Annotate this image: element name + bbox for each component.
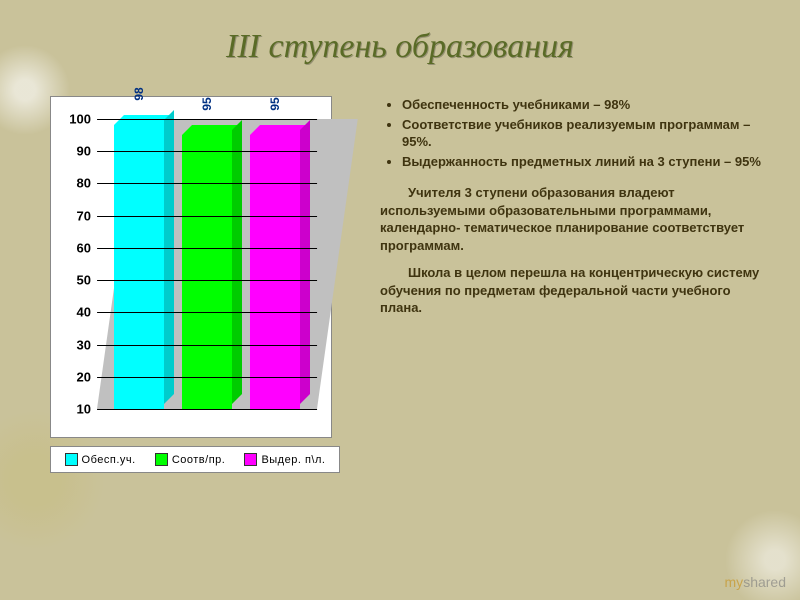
legend-label: Соотв/пр.	[172, 454, 226, 466]
legend-label: Выдер. п\л.	[261, 454, 325, 466]
chart-bar: 95	[250, 135, 300, 409]
legend-swatch	[65, 453, 78, 466]
watermark-right: shared	[743, 574, 786, 590]
chart-ylabel: 100	[59, 112, 91, 127]
chart-ylabel: 10	[59, 402, 91, 417]
chart-column: 989595 102030405060708090100 Обесп.уч.Со…	[50, 96, 350, 473]
bar-chart: 989595 102030405060708090100	[50, 96, 332, 438]
bar-value-label: 98	[132, 88, 146, 101]
bar-front	[114, 125, 164, 409]
bullet-item: Выдержанность предметных линий на 3 ступ…	[402, 153, 770, 171]
chart-ylabel: 30	[59, 337, 91, 352]
content-row: 989595 102030405060708090100 Обесп.уч.Со…	[0, 66, 800, 473]
paragraph: Школа в целом перешла на концентрическую…	[380, 264, 770, 317]
legend-label: Обесп.уч.	[82, 454, 136, 466]
bar-side	[164, 110, 174, 404]
chart-gridline	[97, 216, 317, 217]
legend-item: Соотв/пр.	[155, 453, 226, 466]
chart-gridline	[97, 409, 317, 410]
chart-ylabel: 80	[59, 176, 91, 191]
paragraphs: Учителя 3 ступени образования владеют ис…	[380, 184, 770, 317]
legend-swatch	[244, 453, 257, 466]
chart-legend: Обесп.уч. Соотв/пр. Выдер. п\л.	[50, 446, 340, 473]
watermark-left: my	[725, 574, 744, 590]
bar-front	[182, 135, 232, 409]
chart-bar: 95	[182, 135, 232, 409]
bar-value-label: 95	[200, 97, 214, 110]
page-title: III ступень образования	[0, 0, 800, 66]
chart-ylabel: 20	[59, 369, 91, 384]
text-column: Обеспеченность учебниками – 98% Соответст…	[380, 96, 770, 473]
chart-bar: 98	[114, 125, 164, 409]
chart-gridline	[97, 119, 317, 120]
chart-gridline	[97, 345, 317, 346]
chart-ylabel: 50	[59, 273, 91, 288]
bullet-item: Соответствие учебников реализуемым прогр…	[402, 116, 770, 151]
watermark: myshared	[725, 574, 786, 590]
chart-gridline	[97, 248, 317, 249]
legend-swatch	[155, 453, 168, 466]
bar-value-label: 95	[268, 97, 282, 110]
paragraph: Учителя 3 ступени образования владеют ис…	[380, 184, 770, 254]
bar-front	[250, 135, 300, 409]
chart-ylabel: 90	[59, 144, 91, 159]
legend-item: Обесп.уч.	[65, 453, 136, 466]
bullet-item: Обеспеченность учебниками – 98%	[402, 96, 770, 114]
chart-ylabel: 70	[59, 208, 91, 223]
bullet-list: Обеспеченность учебниками – 98% Соответст…	[380, 96, 770, 170]
chart-gridline	[97, 377, 317, 378]
legend-item: Выдер. п\л.	[244, 453, 325, 466]
bar-side	[232, 120, 242, 404]
chart-ylabel: 60	[59, 240, 91, 255]
chart-gridline	[97, 280, 317, 281]
chart-ylabel: 40	[59, 305, 91, 320]
chart-bars-group: 989595	[97, 119, 317, 409]
bar-side	[300, 120, 310, 404]
